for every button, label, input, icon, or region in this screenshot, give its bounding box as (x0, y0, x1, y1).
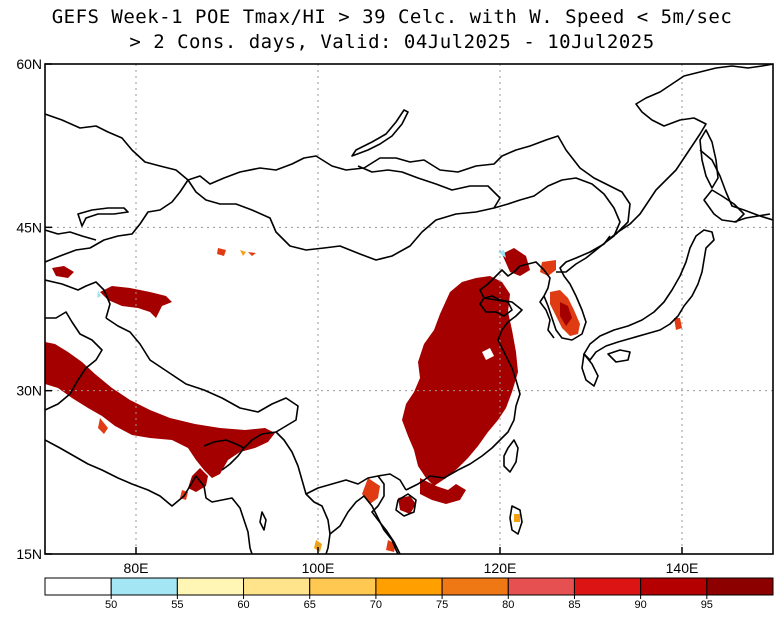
coast-korea (543, 235, 611, 341)
border-northeast-china (493, 177, 621, 273)
shading-tarim (100, 286, 172, 318)
coast-korea-west (539, 295, 555, 339)
coast-vietnam (371, 475, 401, 554)
lat-tick-label: 60N (16, 56, 42, 72)
shading-korea-north (540, 260, 556, 276)
colorbar-segment (44, 577, 112, 596)
colorbar-segment (573, 577, 642, 596)
shading-indo-gangetic (45, 342, 275, 478)
coast-russia-far-east (607, 64, 773, 241)
coast-japan-kyushu (581, 353, 599, 387)
coast-andaman (259, 511, 267, 531)
border-laos-vietnam (329, 495, 399, 554)
colorbar-segment (507, 577, 575, 596)
coast-japan-shikoku (607, 349, 631, 363)
border-west-china (45, 179, 189, 263)
coast-kuril-east (699, 149, 773, 221)
colorbar-segment (110, 577, 178, 596)
colorbar-label: 60 (237, 599, 249, 611)
colorbar-label: 90 (635, 599, 647, 611)
heat-probability-shading (45, 248, 682, 552)
colorbar-segment (243, 577, 311, 596)
map-frame-background (45, 64, 773, 554)
shading-spot-2 (240, 250, 246, 256)
map-axis-labels: 80E 100E 120E 140E 60N 45N 30N 15N (16, 56, 698, 576)
map-gridlines (45, 64, 773, 554)
border-myanmar (221, 431, 331, 554)
colorbar-label: 85 (568, 599, 580, 611)
colorbar-label: 95 (701, 599, 713, 611)
lat-tick-label: 15N (16, 546, 42, 562)
border-indochina (305, 473, 407, 495)
border-himalaya (105, 317, 299, 433)
colorbar-segment (176, 577, 245, 596)
colorbar-segment (441, 577, 509, 596)
border-mongolia-china (187, 165, 501, 261)
lon-tick-label: 140E (666, 560, 699, 576)
colorbar-segment (309, 577, 377, 596)
shading-india-edge (98, 418, 108, 434)
lon-tick-label: 100E (302, 560, 335, 576)
coast-india-east (45, 439, 253, 554)
coast-philippines (509, 505, 523, 535)
colorbar-segment (706, 577, 774, 596)
lat-tick-label: 45N (16, 219, 42, 235)
shading-japan-spot (674, 318, 682, 330)
colorbar-segment (375, 577, 443, 596)
map-title-line-1: GEFS Week-1 POE Tmax/HI > 39 Celc. with … (51, 6, 733, 28)
shading-luzon (514, 514, 520, 522)
map-title-line-2: > 2 Cons. days, Valid: 04Jul2025 - 10Jul… (129, 31, 655, 53)
shading-south-china-edge (362, 478, 380, 504)
shading-spot-3 (248, 252, 256, 256)
colorbar: 50 55 60 65 70 75 80 85 90 95 (44, 577, 774, 611)
coast-japan-hokkaido (703, 189, 745, 223)
coast-taiwan (503, 439, 519, 473)
colorbar-label: 55 (171, 599, 183, 611)
map-frame-border (44, 63, 774, 555)
lake-balkhash (77, 207, 129, 227)
shading-south-china (420, 478, 466, 504)
border-pakistan-india (45, 311, 103, 411)
coast-south-china (405, 261, 551, 491)
coast-sakhalin (699, 129, 719, 189)
border-bhutan (203, 439, 245, 449)
shading-spot-1 (217, 248, 226, 256)
colorbar-label: 70 (370, 599, 382, 611)
colorbar-label: 65 (304, 599, 316, 611)
shading-spot-4 (52, 266, 74, 278)
shading-east-china-edge (498, 250, 506, 258)
shading-hainan (398, 496, 416, 514)
coast-japan-honshu (583, 229, 715, 361)
lat-tick-label: 30N (16, 383, 42, 399)
shading-east-china-north (502, 248, 530, 276)
coast-kuril (733, 213, 771, 223)
shading-tarim-edge (97, 290, 101, 298)
lon-tick-label: 120E (484, 560, 517, 576)
lake-baikal (351, 109, 409, 157)
colorbar-label: 75 (436, 599, 448, 611)
coastlines-and-borders (45, 64, 773, 554)
border-central-asia (45, 229, 97, 241)
shading-east-china (402, 276, 518, 486)
coast-hainan (395, 493, 417, 517)
colorbar-segment (640, 577, 708, 596)
lon-tick-label: 80E (124, 560, 149, 576)
shading-korea-core (560, 302, 572, 326)
colorbar-label: 80 (502, 599, 514, 611)
border-afghanistan (45, 279, 111, 319)
shading-east-china-hole (482, 348, 494, 360)
coast-bohai (479, 297, 513, 317)
colorbar-label: 50 (105, 599, 117, 611)
